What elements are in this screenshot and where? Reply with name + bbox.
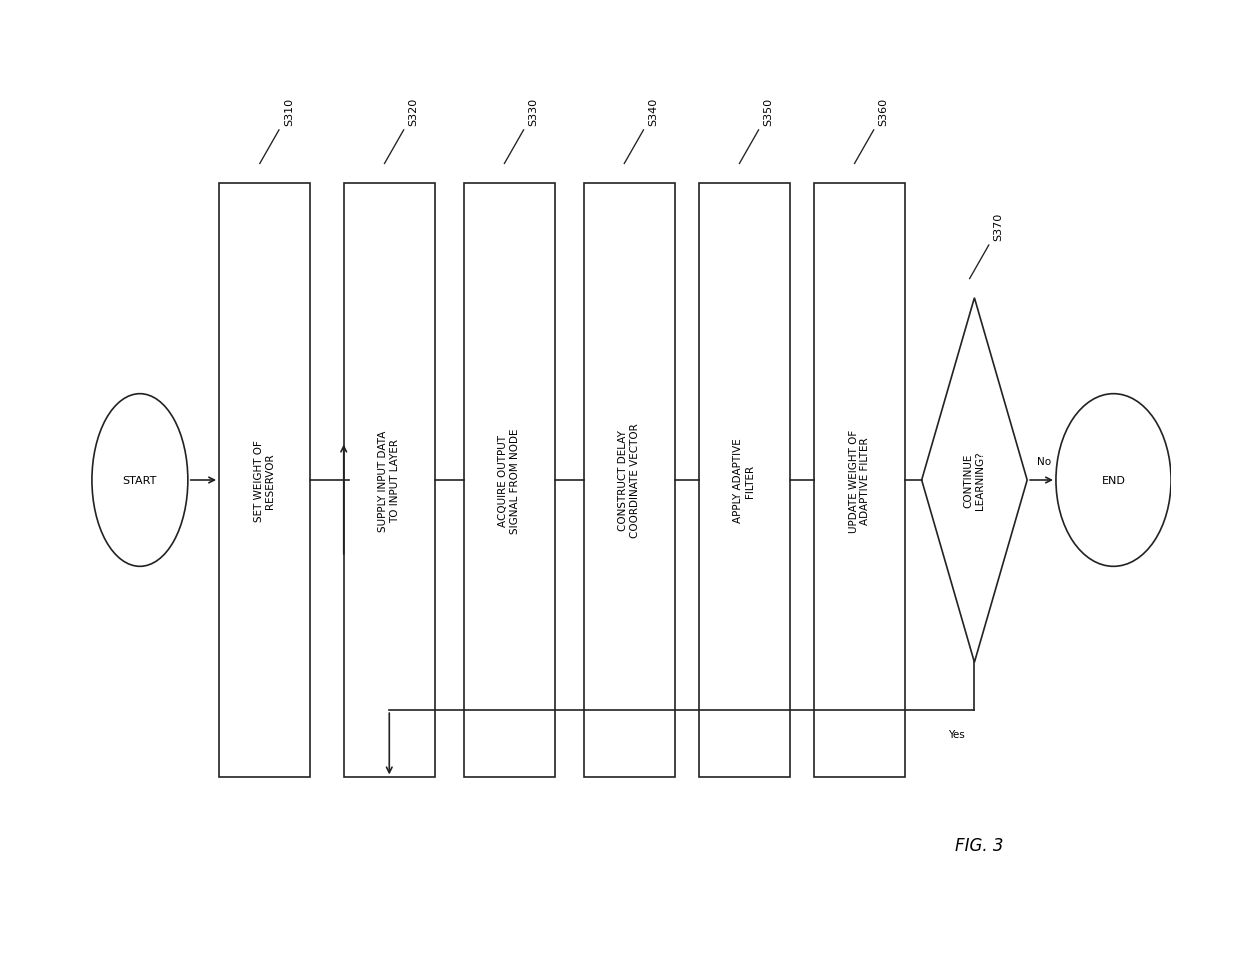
Text: UPDATE WEIGHT OF
ADAPTIVE FILTER: UPDATE WEIGHT OF ADAPTIVE FILTER xyxy=(849,429,870,532)
Text: CONTINUE
LEARNING?: CONTINUE LEARNING? xyxy=(964,452,985,509)
Text: START: START xyxy=(123,476,157,485)
Ellipse shape xyxy=(92,394,188,567)
Polygon shape xyxy=(922,299,1027,662)
Text: S320: S320 xyxy=(409,98,419,126)
Text: FIG. 3: FIG. 3 xyxy=(955,836,1004,853)
Text: ACQUIRE OUTPUT
SIGNAL FROM NODE: ACQUIRE OUTPUT SIGNAL FROM NODE xyxy=(498,428,520,533)
Text: S370: S370 xyxy=(994,212,1004,241)
FancyBboxPatch shape xyxy=(814,184,904,777)
FancyBboxPatch shape xyxy=(463,184,555,777)
Text: APPLY ADAPTIVE
FILTER: APPLY ADAPTIVE FILTER xyxy=(733,438,755,523)
Text: SUPPLY INPUT DATA
TO INPUT LAYER: SUPPLY INPUT DATA TO INPUT LAYER xyxy=(378,430,400,531)
FancyBboxPatch shape xyxy=(584,184,675,777)
Text: S330: S330 xyxy=(528,98,539,126)
Text: S350: S350 xyxy=(763,98,773,126)
Ellipse shape xyxy=(1056,394,1171,567)
Text: S310: S310 xyxy=(284,98,294,126)
Text: S340: S340 xyxy=(648,98,658,126)
Text: SET WEIGHT OF
RESERVOR: SET WEIGHT OF RESERVOR xyxy=(254,439,275,522)
FancyBboxPatch shape xyxy=(219,184,310,777)
Text: Yes: Yes xyxy=(948,729,965,740)
Text: S360: S360 xyxy=(878,98,888,126)
FancyBboxPatch shape xyxy=(343,184,435,777)
Text: END: END xyxy=(1101,476,1125,485)
FancyBboxPatch shape xyxy=(699,184,789,777)
Text: No: No xyxy=(1037,456,1051,466)
Text: CONSTRUCT DELAY
COORDINATE VECTOR: CONSTRUCT DELAY COORDINATE VECTOR xyxy=(618,423,639,538)
